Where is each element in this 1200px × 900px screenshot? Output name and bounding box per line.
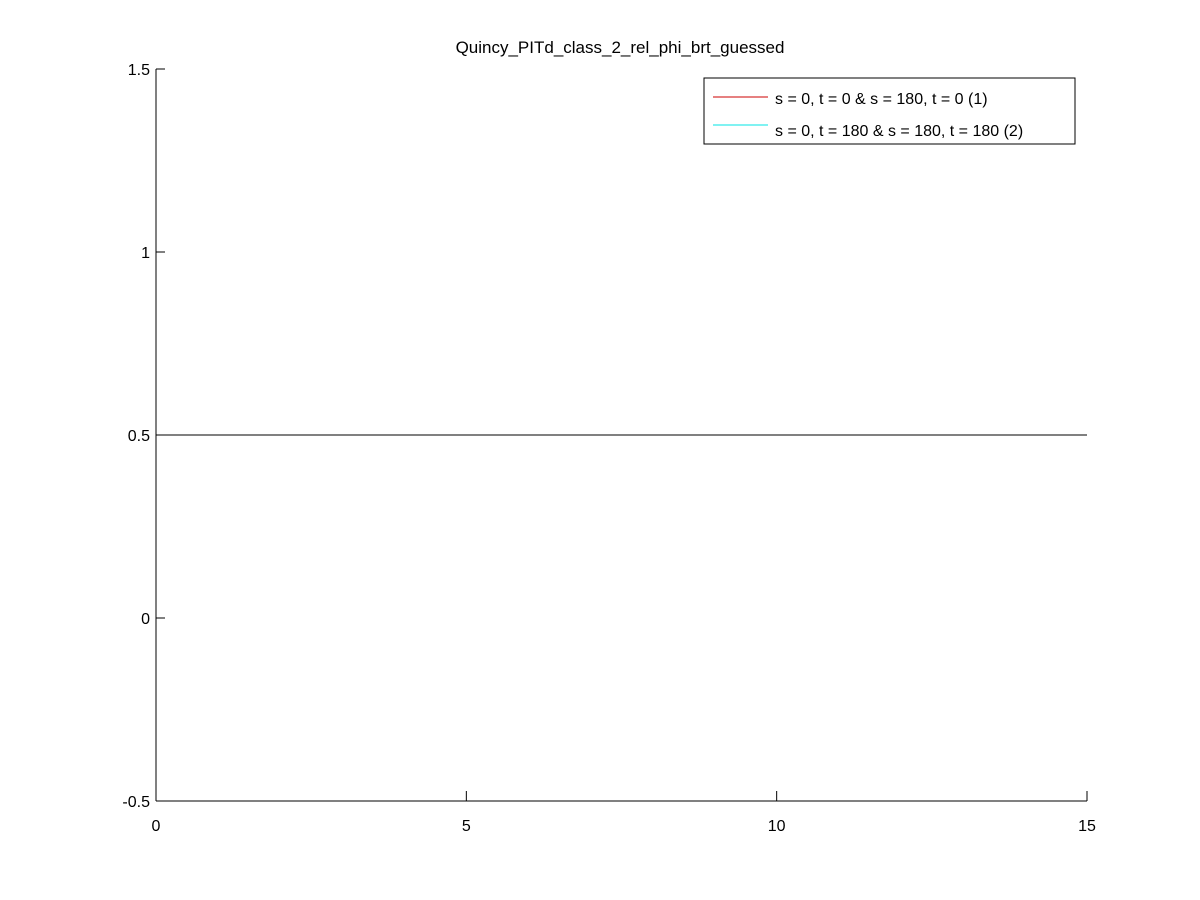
y-tick-label: 1.5 (128, 62, 150, 79)
y-tick-label: 1 (141, 245, 150, 262)
chart-title: Quincy_PITd_class_2_rel_phi_brt_guessed (456, 38, 785, 57)
legend-label-series-1: s = 0, t = 0 & s = 180, t = 0 (1) (775, 91, 988, 108)
legend-box (703, 77, 1076, 145)
x-ticks: 0 5 10 15 (152, 791, 1096, 835)
legend-label-series-2: s = 0, t = 180 & s = 180, t = 180 (2) (775, 123, 1023, 140)
y-tick-label: -0.5 (122, 794, 150, 811)
y-tick-label: 0 (141, 611, 150, 628)
legend: s = 0, t = 0 & s = 180, t = 0 (1) s = 0,… (703, 77, 1076, 145)
y-tick-label: 0.5 (128, 428, 150, 445)
x-tick-label: 0 (152, 818, 161, 835)
x-tick-label: 5 (462, 818, 471, 835)
x-tick-label: 10 (768, 818, 786, 835)
x-tick-label: 15 (1078, 818, 1096, 835)
y-ticks: -0.5 0 0.5 1 1.5 (122, 62, 165, 811)
